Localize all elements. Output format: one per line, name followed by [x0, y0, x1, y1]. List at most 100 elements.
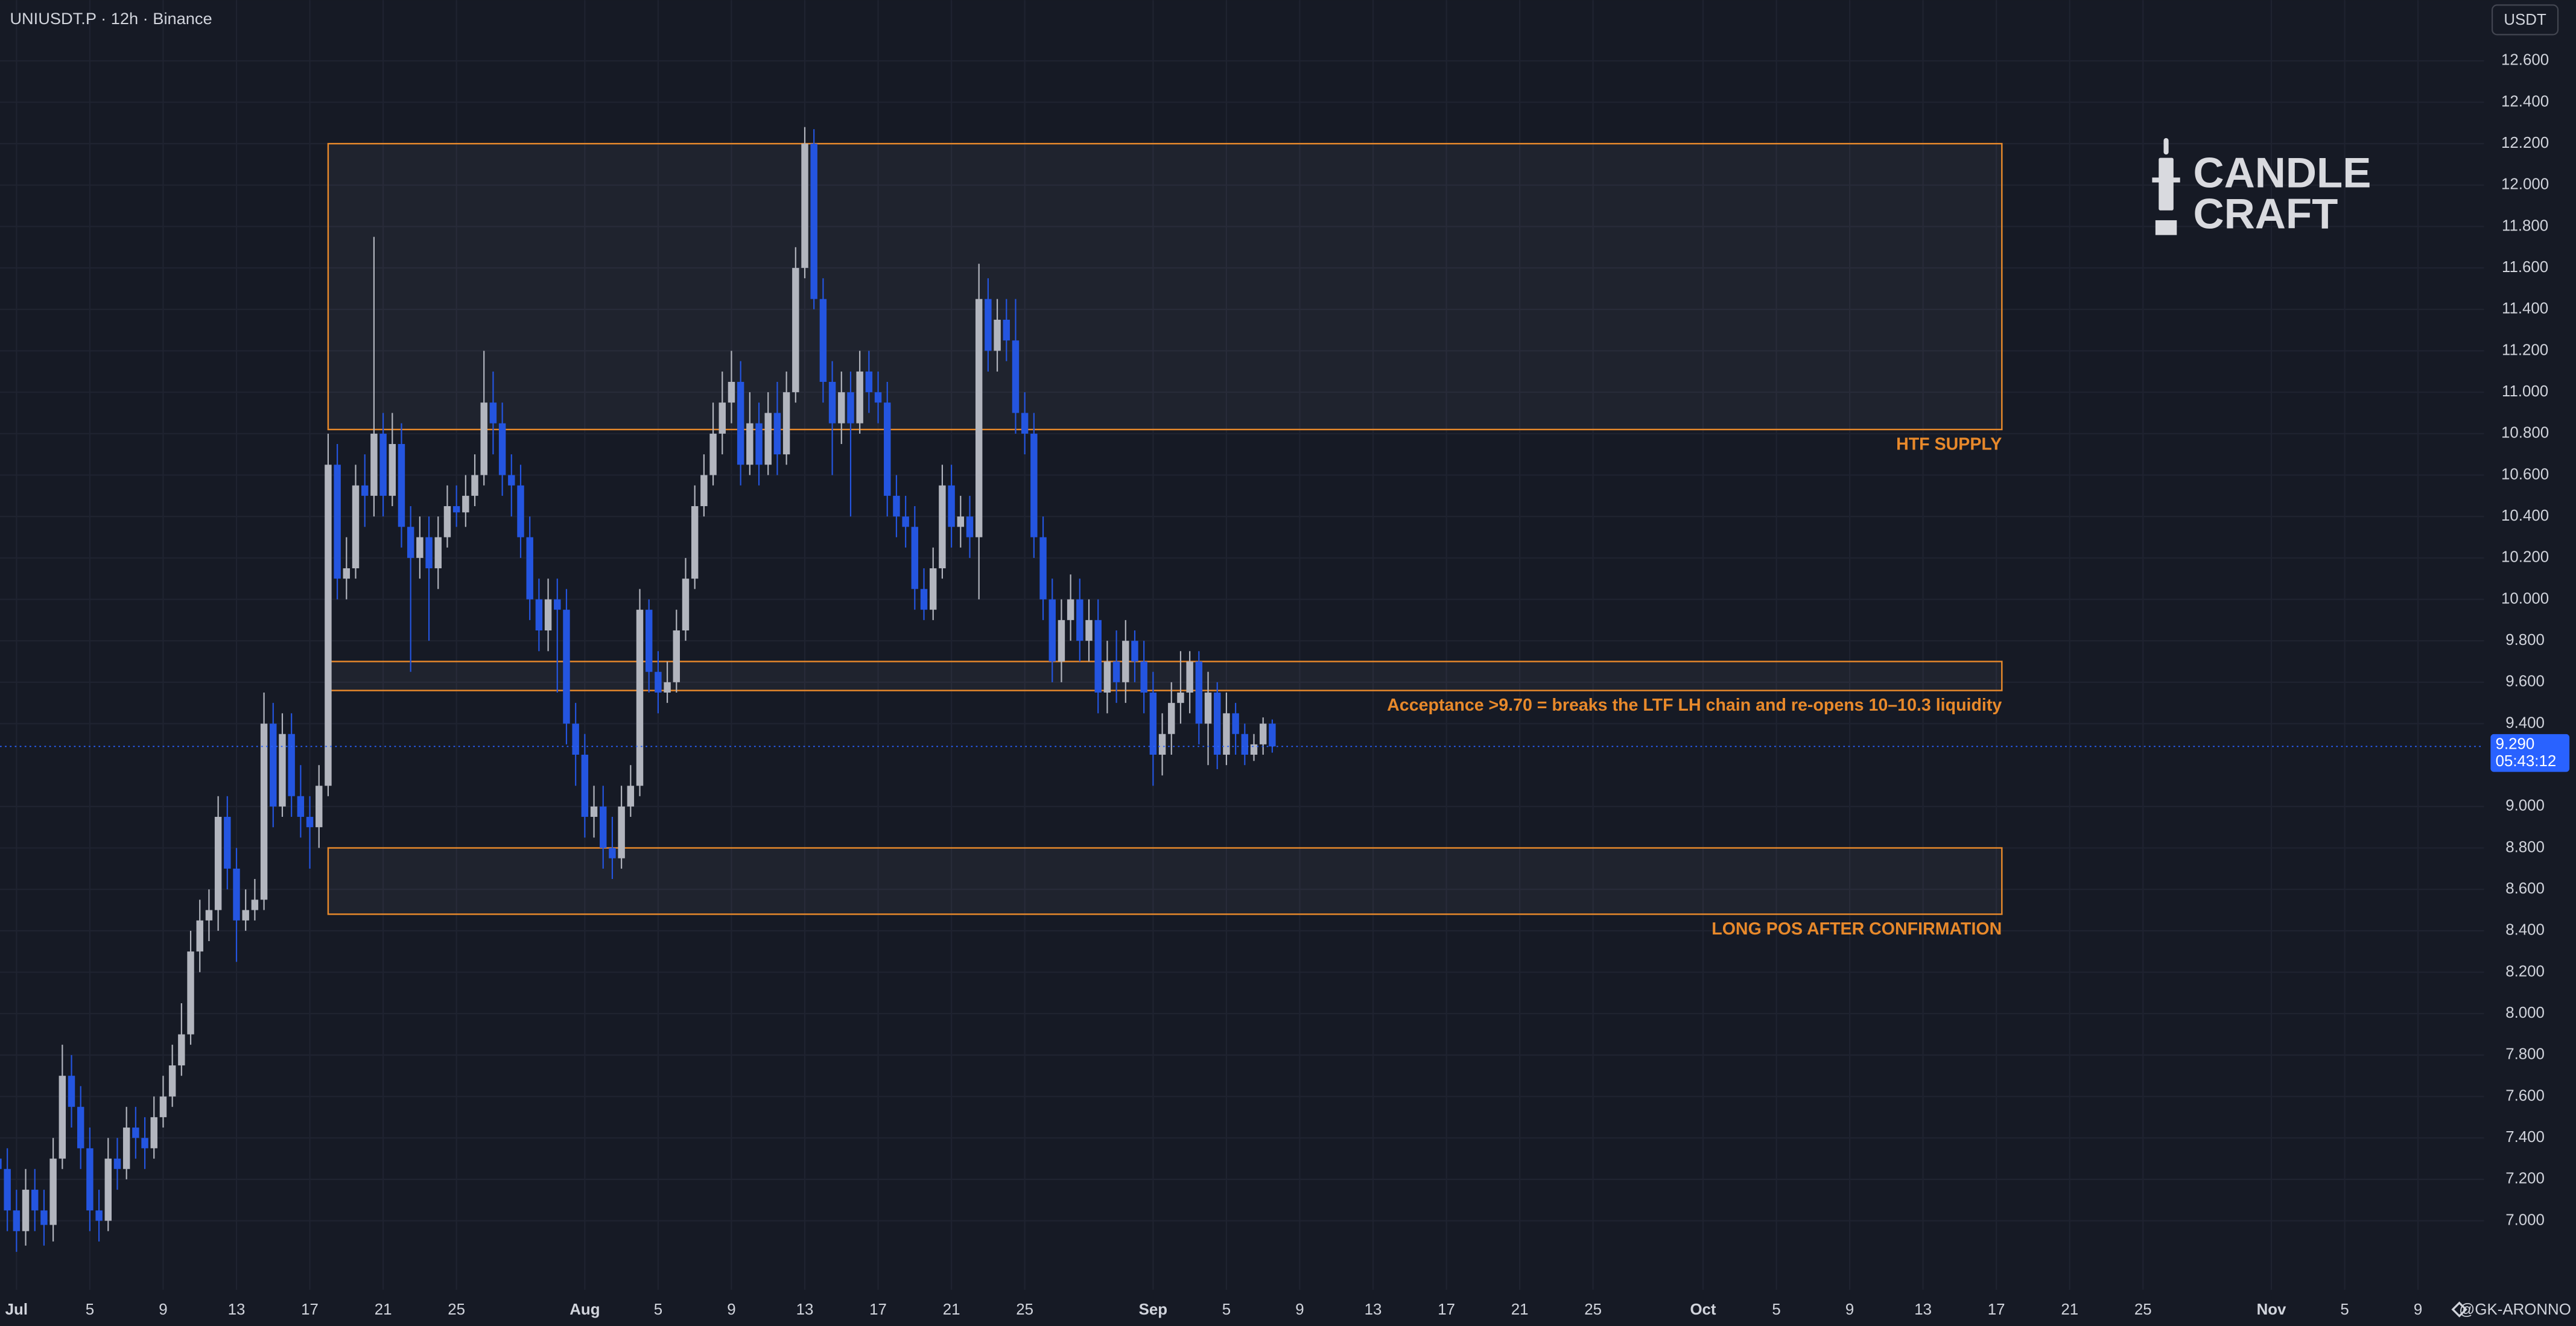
candle-body	[95, 1210, 103, 1221]
candle-body	[132, 1128, 139, 1138]
logo-text: CANDLE	[2193, 149, 2371, 197]
candle-body	[609, 848, 616, 858]
candle-body	[471, 475, 478, 496]
candle-body	[572, 723, 579, 755]
x-tick-label: 5	[86, 1301, 94, 1318]
candle-body	[233, 868, 240, 921]
candle-body	[874, 392, 882, 403]
currency-box[interactable]	[2492, 4, 2559, 36]
logo-text: CRAFT	[2193, 190, 2338, 238]
x-tick-label: 9	[1845, 1301, 1854, 1318]
candle-body	[902, 516, 909, 527]
candle-body	[737, 381, 744, 465]
y-tick-label: 11.400	[2502, 300, 2548, 317]
candle-body	[260, 723, 268, 900]
candle-body	[379, 433, 387, 496]
zone-label: Acceptance >9.70 = breaks the LTF LH cha…	[1387, 696, 2002, 715]
candle-body	[563, 609, 570, 724]
candle-body	[535, 599, 543, 631]
zones	[327, 142, 2003, 915]
candle-body	[59, 1076, 66, 1159]
candle-body	[1048, 599, 1056, 662]
x-tick-label: 9	[727, 1301, 735, 1318]
candle-body	[508, 475, 515, 486]
candle-body	[994, 319, 1001, 351]
candle-body	[893, 495, 900, 517]
candle-body	[270, 723, 277, 807]
candle-body	[1030, 433, 1038, 538]
candle-body	[792, 268, 799, 393]
candle-body	[773, 413, 781, 455]
y-tick-label: 7.400	[2505, 1129, 2545, 1146]
y-tick-label: 9.000	[2505, 798, 2545, 814]
x-tick-label: Aug	[569, 1301, 600, 1318]
x-tick-label: 13	[796, 1301, 814, 1318]
candle-body	[434, 537, 442, 569]
candle-body	[224, 817, 231, 869]
countdown: 05:43:12	[2496, 753, 2557, 770]
candle-body	[709, 433, 717, 475]
candle-body	[517, 485, 524, 538]
y-tick-label: 12.200	[2501, 135, 2549, 151]
logo-icon	[2159, 157, 2174, 211]
x-tick-label: 9	[2414, 1301, 2422, 1318]
zone	[327, 847, 2003, 915]
zone	[327, 661, 2003, 691]
x-tick-label: 5	[654, 1301, 662, 1318]
candle-body	[68, 1076, 75, 1107]
candle-body	[655, 671, 662, 693]
candle-body	[1131, 641, 1138, 662]
candle-body	[498, 423, 506, 475]
candle-body	[370, 433, 378, 496]
x-tick-label: 5	[2340, 1301, 2349, 1318]
candle-body	[728, 381, 735, 403]
candle-body	[1149, 693, 1157, 755]
candle-body	[1085, 620, 1093, 641]
candle-body	[443, 506, 451, 538]
candle-body	[205, 910, 213, 921]
y-tick-label: 10.400	[2501, 507, 2549, 524]
candle-body	[764, 413, 772, 465]
candle-body	[847, 392, 854, 423]
candle-body	[985, 299, 992, 351]
candle-body	[1186, 661, 1193, 693]
x-tick-label: 13	[1914, 1301, 1932, 1318]
candle-body	[1158, 734, 1166, 755]
candle-body	[618, 806, 625, 858]
x-tick-label: 21	[943, 1301, 960, 1318]
candle-body	[178, 1034, 185, 1066]
candle-body	[930, 568, 937, 610]
chart-title: UNIUSDT.P · 12h · Binance	[10, 9, 212, 28]
logo-icon	[2155, 220, 2177, 235]
zone-label: HTF SUPPLY	[1896, 434, 2002, 454]
y-tick-label: 11.600	[2502, 259, 2548, 276]
y-tick-label: 10.000	[2501, 590, 2549, 607]
candle-body	[1177, 693, 1184, 703]
candle-body	[590, 806, 598, 817]
candle-body	[0, 1158, 2, 1169]
candle-body	[1103, 661, 1111, 693]
candle-body	[600, 806, 607, 848]
candle-body	[389, 443, 396, 496]
candle-body	[819, 299, 827, 382]
candle-body	[343, 568, 351, 579]
candle-body	[489, 402, 497, 423]
candle-body	[1094, 620, 1102, 693]
x-tick-label: 21	[2061, 1301, 2078, 1318]
candle-body	[975, 299, 983, 538]
y-tick-label: 7.800	[2505, 1046, 2545, 1063]
candle-body	[554, 599, 561, 610]
y-tick-label: 12.600	[2501, 52, 2549, 69]
candle-body	[838, 392, 845, 423]
candle-body	[1168, 703, 1175, 734]
candle-body	[966, 516, 974, 538]
candle-body	[77, 1106, 84, 1149]
y-tick-label: 7.200	[2505, 1170, 2545, 1187]
candle-body	[13, 1210, 21, 1231]
y-tick-label: 10.800	[2501, 425, 2549, 442]
candle-body	[159, 1096, 167, 1117]
x-tick-label: Sep	[1139, 1301, 1167, 1318]
x-tick-label: 13	[1365, 1301, 1382, 1318]
candle-body	[242, 910, 249, 921]
